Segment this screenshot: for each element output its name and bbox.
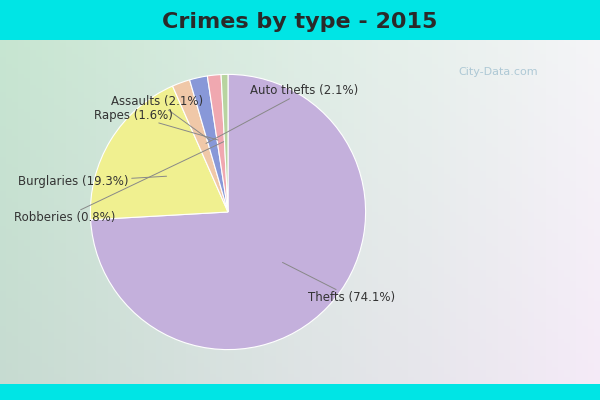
Text: Crimes by type - 2015: Crimes by type - 2015	[163, 12, 437, 32]
Wedge shape	[190, 76, 228, 212]
Text: Burglaries (19.3%): Burglaries (19.3%)	[19, 175, 167, 188]
Text: Auto thefts (2.1%): Auto thefts (2.1%)	[206, 84, 358, 144]
Wedge shape	[91, 86, 228, 220]
Text: Robberies (0.8%): Robberies (0.8%)	[14, 142, 224, 224]
Wedge shape	[91, 74, 365, 350]
Text: City-Data.com: City-Data.com	[458, 67, 538, 77]
Wedge shape	[173, 80, 228, 212]
Text: Rapes (1.6%): Rapes (1.6%)	[94, 109, 218, 140]
Text: Thefts (74.1%): Thefts (74.1%)	[283, 262, 395, 304]
Text: Assaults (2.1%): Assaults (2.1%)	[111, 96, 211, 140]
Wedge shape	[208, 74, 228, 212]
Wedge shape	[221, 74, 228, 212]
